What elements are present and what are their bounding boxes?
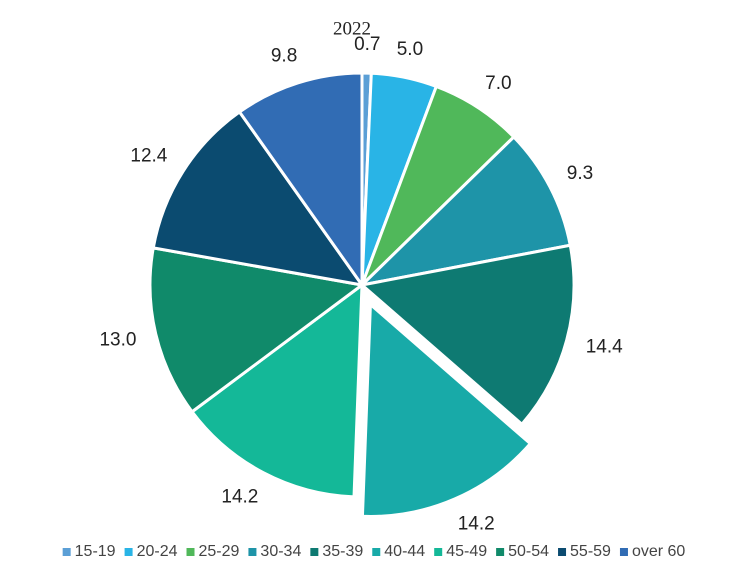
data-label: 7.0 xyxy=(485,73,511,94)
legend-swatch xyxy=(310,548,319,556)
data-label: 14.2 xyxy=(221,486,258,507)
pie-slice xyxy=(360,301,533,518)
pie-slice xyxy=(189,281,364,499)
legend-swatch xyxy=(248,548,257,556)
legend-swatch xyxy=(558,548,567,556)
data-label: 14.2 xyxy=(458,514,495,535)
data-label: 13.0 xyxy=(99,329,136,350)
legend-label: 40-44 xyxy=(384,543,425,560)
data-label: 9.8 xyxy=(271,45,297,66)
legend-swatch xyxy=(619,548,628,556)
legend-label: 45-49 xyxy=(446,543,487,560)
data-label: 14.4 xyxy=(586,337,623,358)
pie-slice xyxy=(237,71,364,290)
legend: 15-19 20-24 25-29 30-34 35-39 40-44 45-49 50-54… xyxy=(62,543,685,560)
legend-swatch xyxy=(62,548,71,556)
legend-swatch xyxy=(186,548,195,556)
pie-slice xyxy=(148,246,366,414)
legend-label: over 60 xyxy=(632,543,685,560)
data-label: 9.3 xyxy=(567,163,593,184)
legend-swatch xyxy=(124,548,133,556)
chart-title: 2022 xyxy=(333,18,371,39)
legend-label: 20-24 xyxy=(137,543,178,560)
pie-slice xyxy=(357,134,572,288)
legend-label: 30-34 xyxy=(260,543,301,560)
data-label: 12.4 xyxy=(130,145,167,166)
legend-label: 55-59 xyxy=(570,543,611,560)
legend-label: 50-54 xyxy=(508,543,549,560)
pie-slice xyxy=(358,243,576,427)
pie-slice xyxy=(151,109,366,288)
pie: 0.7 5.0 7.0 9.3 14.4 14.2 14.2 13.0 12.4 9.8 xyxy=(99,34,623,535)
legend-label: 25-29 xyxy=(199,543,240,560)
data-label: 5.0 xyxy=(397,39,423,60)
legend-swatch xyxy=(496,548,505,556)
data-label: 0.7 xyxy=(354,34,380,55)
legend-label: 35-39 xyxy=(322,543,363,560)
legend-swatch xyxy=(434,548,443,556)
legend-label: 15-19 xyxy=(75,543,116,560)
legend-swatch xyxy=(372,548,381,556)
